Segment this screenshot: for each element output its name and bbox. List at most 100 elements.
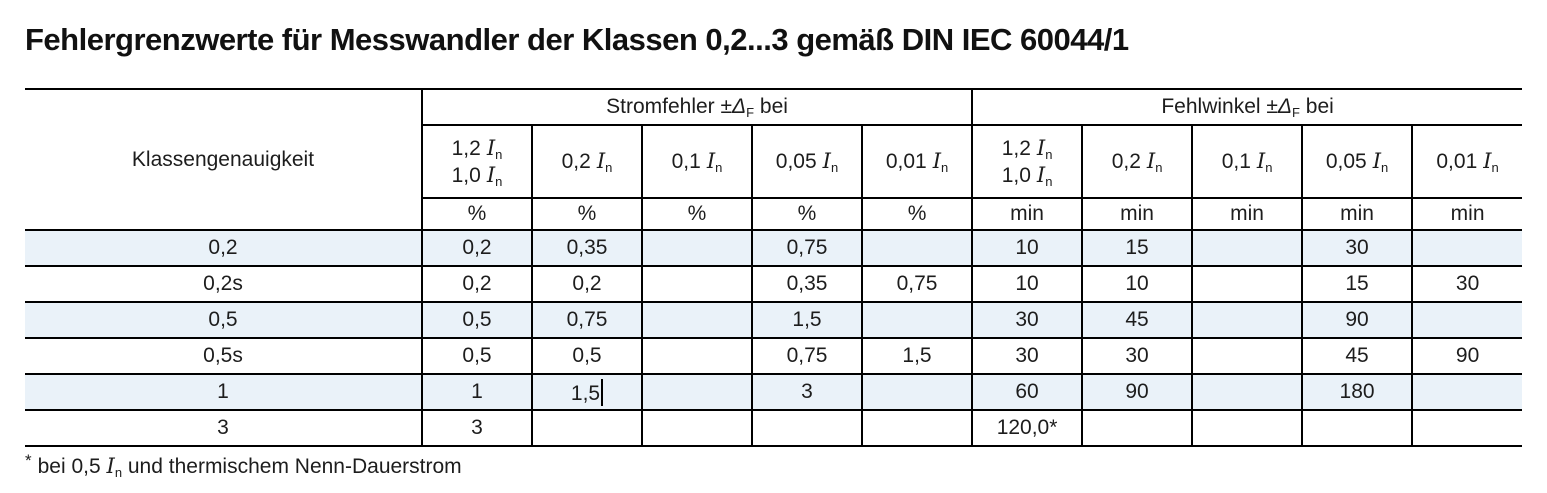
current-symbol: I [932,149,941,173]
table-cell: 30 [971,302,1083,339]
table-cell [860,410,973,447]
table-cell: 0,5 [531,338,642,375]
current-symbol: I [1256,149,1266,173]
table-cell: 3 [751,374,862,411]
table-cell [641,410,752,447]
table-cell: 0,75 [531,302,642,339]
table-cell: 0,35 [751,266,862,303]
current-symbol: I [486,162,496,187]
table-cell: 1,5 [860,338,973,375]
class-cell: 0,2s [25,266,422,303]
table-cell [1411,230,1523,267]
table-cell [860,230,973,267]
table-cell: 30 [1411,266,1523,303]
table-cell: 0,2 [531,266,642,303]
unit-header-min: min [1411,198,1523,231]
table-cell: 90 [1301,302,1413,339]
table-cell [1411,374,1523,411]
table-cell [860,374,973,411]
table-cell: 30 [1081,338,1193,375]
table-cell: 0,35 [531,230,642,267]
text-caret [601,378,604,406]
group-header-stromfehler: Stromfehler ±ΔF bei [420,89,973,126]
current-symbol: I [1483,149,1492,173]
table-cell: 60 [971,374,1083,411]
current-symbol: I [106,454,115,478]
col-header-level-0-2: 0,2 In [1081,125,1193,199]
table-cell: 30 [971,338,1083,375]
unit-header-percent: % [751,198,862,231]
table-cell: 0,75 [751,338,862,375]
unit-header-percent: % [641,198,752,231]
current-symbol: I [596,149,606,173]
col-header-level-0-05: 0,05 In [1301,125,1413,199]
unit-header-min: min [1301,198,1413,231]
footnote-asterisk: * [25,451,32,470]
table-cell: 120,0* [971,410,1083,447]
class-cell: 3 [25,410,422,447]
table-cell [1191,338,1303,375]
table-cell: 0,75 [751,230,862,267]
current-symbol: I [1372,149,1382,173]
col-header-level-0-1: 0,1 In [641,125,752,199]
unit-header-percent: % [421,198,532,231]
table-cell [1301,410,1413,447]
col-header-level-0-01: 0,01 In [860,125,973,199]
error-limits-table: Klassengenauigkeit Stromfehler ±ΔF bei F… [25,88,1523,447]
table-cell [1411,410,1523,447]
table-cell: 0,2 [421,266,532,303]
table-cell [1191,230,1303,267]
unit-header-min: min [1191,198,1303,231]
table-cell [1081,410,1193,447]
table-cell: 10 [1081,266,1193,303]
corner-header-klassengenauigkeit: Klassengenauigkeit [25,89,422,231]
table-cell [531,410,642,447]
current-symbol: I [1036,135,1046,160]
class-cell: 0,5s [25,338,422,375]
page-title: Fehlergrenzwerte für Messwandler der Kla… [25,22,1129,57]
table-cell [1191,410,1303,447]
table-cell: 0,5 [421,302,532,339]
delta-symbol: Δ [732,95,747,118]
table-cell: 45 [1301,338,1413,375]
table-cell [641,266,752,303]
current-symbol: I [822,149,831,173]
table-cell: 1,5 [751,302,862,339]
table-cell: 180 [1301,374,1413,411]
col-header-level-0-01: 0,01 In [1411,125,1523,199]
table-cell [751,410,862,447]
current-symbol: I [1036,162,1046,187]
table-cell: 1 [421,374,532,411]
unit-header-percent: % [531,198,642,231]
table-cell: 0,2 [421,230,532,267]
unit-header-min: min [971,198,1083,231]
table-cell: 0,5 [421,338,532,375]
table-cell: 30 [1301,230,1413,267]
class-cell: 1 [25,374,422,411]
edited-cell[interactable]: 1,5 [531,374,642,411]
table-cell: 15 [1081,230,1193,267]
table-cell: 10 [971,266,1083,303]
table-cell: 15 [1301,266,1413,303]
current-symbol: I [486,135,496,160]
group-header-fehlwinkel: Fehlwinkel ±ΔF bei [971,89,1523,126]
current-symbol: I [1146,149,1156,173]
class-cell: 0,5 [25,302,422,339]
table-cell: 3 [421,410,532,447]
table-cell [1191,266,1303,303]
table-cell [641,230,752,267]
col-header-level-0-05: 0,05 In [751,125,862,199]
table-cell [1191,374,1303,411]
col-header-level-1-2: 1,2 In 1,0 In [421,125,532,199]
table-cell [641,374,752,411]
table-cell: 90 [1081,374,1193,411]
table-cell [641,338,752,375]
table-cell: 0,75 [860,266,973,303]
class-cell: 0,2 [25,230,422,267]
table-cell: 10 [971,230,1083,267]
unit-header-min: min [1081,198,1193,231]
delta-symbol: Δ [1277,95,1293,118]
current-symbol: I [706,149,716,173]
col-header-level-0-2: 0,2 In [531,125,642,199]
table-cell: 45 [1081,302,1193,339]
